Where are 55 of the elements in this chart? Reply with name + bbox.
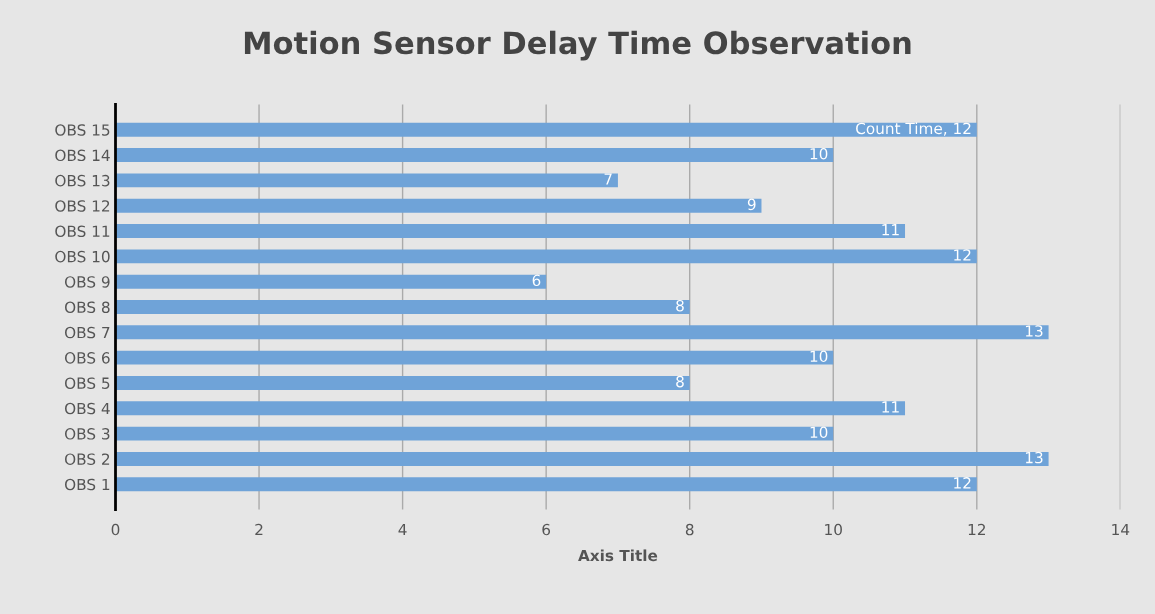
chart-title: Motion Sensor Delay Time Observation xyxy=(244,30,911,61)
bar xyxy=(115,224,906,238)
y-tick-label: OBS 6 xyxy=(64,352,110,364)
y-tick-label: OBS 1 xyxy=(64,478,110,491)
data-label: 10 xyxy=(810,147,828,160)
y-tick-label: OBS 8 xyxy=(64,301,110,314)
y-tick-label: OBS 7 xyxy=(64,326,110,339)
y-tick-label: OBS 11 xyxy=(55,225,110,238)
bar xyxy=(115,426,834,441)
x-tick-label: 8 xyxy=(685,523,694,536)
bar xyxy=(115,300,690,314)
data-label: 11 xyxy=(882,224,899,236)
bar xyxy=(115,148,834,163)
y-tick-label: OBS 2 xyxy=(64,453,110,465)
data-label: 10 xyxy=(810,426,828,439)
x-tick-label: 14 xyxy=(1112,523,1130,536)
data-label: 11 xyxy=(882,401,899,413)
x-tick-label: 10 xyxy=(825,523,842,536)
data-label: 7 xyxy=(604,173,612,185)
bar xyxy=(115,477,977,492)
data-label: 13 xyxy=(1025,451,1043,464)
bar xyxy=(115,325,1049,340)
y-tick-label: OBS 13 xyxy=(55,174,110,187)
x-axis-title: Axis Title xyxy=(578,549,658,562)
bar xyxy=(115,401,906,416)
data-label: 12 xyxy=(954,477,971,489)
x-tick-label: 4 xyxy=(398,523,407,536)
data-label: 13 xyxy=(1025,325,1043,337)
x-tick-label: 6 xyxy=(542,523,551,536)
data-label: 6 xyxy=(532,274,541,287)
bar xyxy=(115,350,834,365)
x-tick-label: 2 xyxy=(255,523,263,536)
bar xyxy=(115,274,547,289)
data-label: 9 xyxy=(747,198,756,211)
data-label: 12 xyxy=(954,249,971,261)
y-tick-label: OBS 12 xyxy=(55,200,110,212)
bar xyxy=(115,173,618,188)
y-tick-label: OBS 4 xyxy=(64,402,110,415)
y-tick-label: OBS 15 xyxy=(55,124,110,136)
bar xyxy=(115,376,690,390)
y-tick-label: OBS 9 xyxy=(64,276,110,288)
bar xyxy=(115,122,977,137)
y-tick-label: OBS 3 xyxy=(64,428,110,440)
y-tick-label: OBS 14 xyxy=(55,149,110,162)
x-tick-label: 0 xyxy=(111,523,120,536)
data-label: 10 xyxy=(810,350,828,363)
data-label: 8 xyxy=(676,375,684,388)
data-label: 8 xyxy=(676,299,684,312)
bar xyxy=(115,249,977,264)
x-tick-label: 12 xyxy=(968,523,985,536)
data-label: Count Time, 12 xyxy=(856,122,971,136)
y-tick-label: OBS 10 xyxy=(55,250,110,263)
y-tick-label: OBS 5 xyxy=(64,377,110,389)
bar xyxy=(115,451,1049,466)
bar xyxy=(115,198,762,213)
